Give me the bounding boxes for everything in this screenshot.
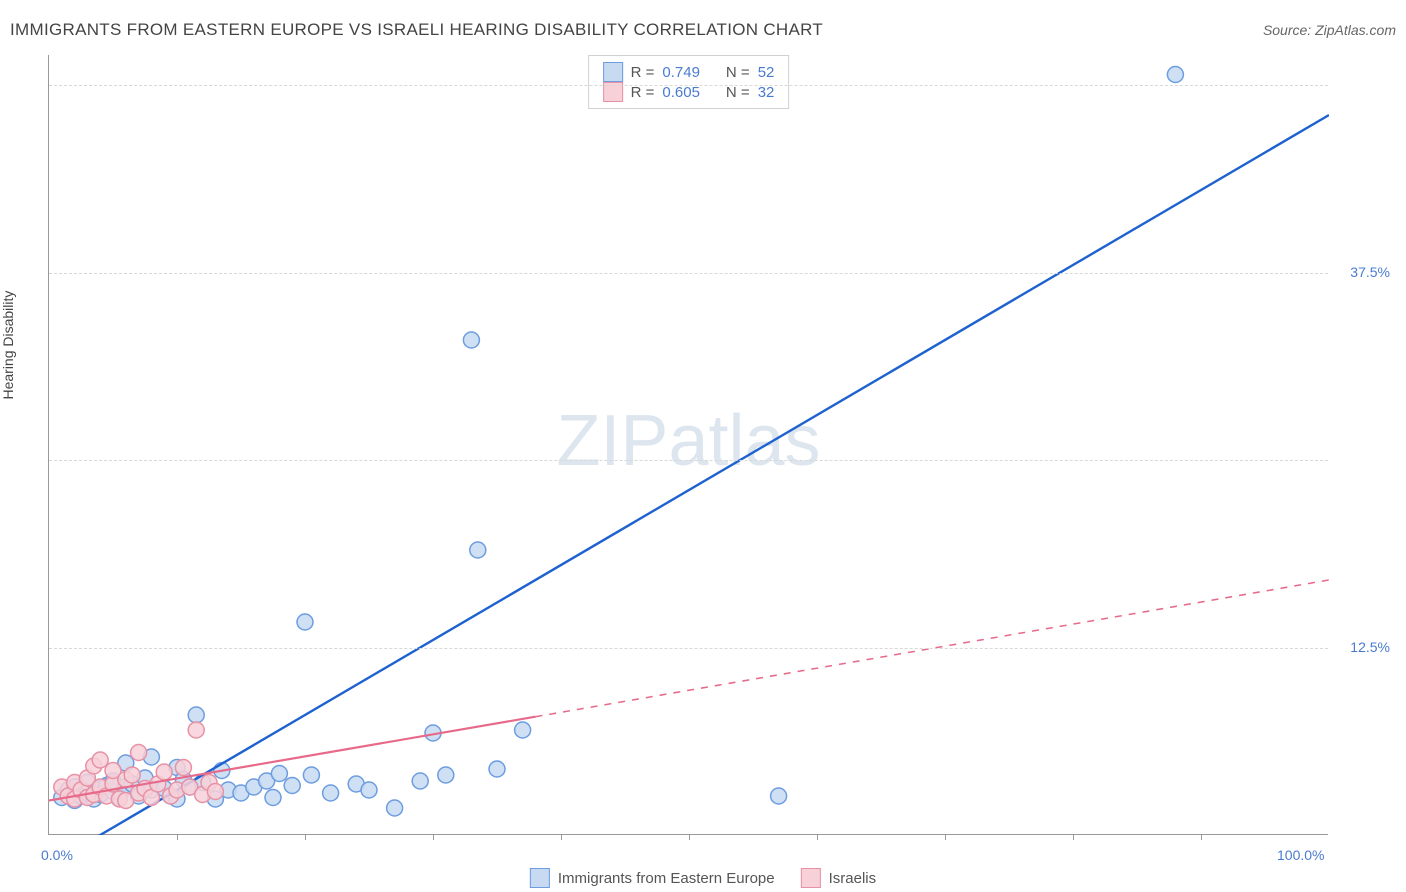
x-tick: [305, 834, 306, 840]
legend-bottom: Immigrants from Eastern Europe Israelis: [524, 868, 882, 888]
y-tick-label: 12.5%: [1350, 639, 1390, 655]
x-tick: [561, 834, 562, 840]
plot-area: ZIPatlas R = 0.749 N = 52 R = 0.605 N = …: [48, 55, 1328, 835]
legend-item-pink: Israelis: [801, 868, 877, 888]
legend-swatch-pink: [801, 868, 821, 888]
r-value: 0.605: [662, 84, 700, 101]
legend-label: Immigrants from Eastern Europe: [558, 870, 775, 887]
header: IMMIGRANTS FROM EASTERN EUROPE VS ISRAEL…: [10, 20, 1396, 40]
y-axis-label: Hearing Disability: [0, 291, 16, 400]
x-tick-label: 0.0%: [41, 847, 73, 863]
gridline: [49, 460, 1328, 461]
gridline: [49, 648, 1328, 649]
x-tick: [945, 834, 946, 840]
x-tick: [433, 834, 434, 840]
legend-swatch-blue: [603, 62, 623, 82]
n-value: 52: [758, 64, 775, 81]
legend-item-blue: Immigrants from Eastern Europe: [530, 868, 775, 888]
gridline: [49, 85, 1328, 86]
n-label: N =: [726, 64, 750, 81]
source-label: Source: ZipAtlas.com: [1263, 22, 1396, 38]
legend-top-row: R = 0.749 N = 52: [603, 62, 775, 82]
legend-label: Israelis: [829, 870, 877, 887]
x-tick: [689, 834, 690, 840]
legend-swatch-blue: [530, 868, 550, 888]
n-value: 32: [758, 84, 775, 101]
x-tick: [817, 834, 818, 840]
n-label: N =: [726, 84, 750, 101]
r-label: R =: [631, 84, 655, 101]
y-tick-label: 37.5%: [1350, 264, 1390, 280]
legend-top: R = 0.749 N = 52 R = 0.605 N = 32: [588, 55, 790, 109]
x-tick: [1073, 834, 1074, 840]
r-label: R =: [631, 64, 655, 81]
chart-title: IMMIGRANTS FROM EASTERN EUROPE VS ISRAEL…: [10, 20, 823, 40]
x-tick-label: 100.0%: [1277, 847, 1324, 863]
x-tick: [1201, 834, 1202, 840]
x-tick: [177, 834, 178, 840]
chart-svg: [49, 55, 1329, 835]
r-value: 0.749: [662, 64, 700, 81]
gridline: [49, 273, 1328, 274]
